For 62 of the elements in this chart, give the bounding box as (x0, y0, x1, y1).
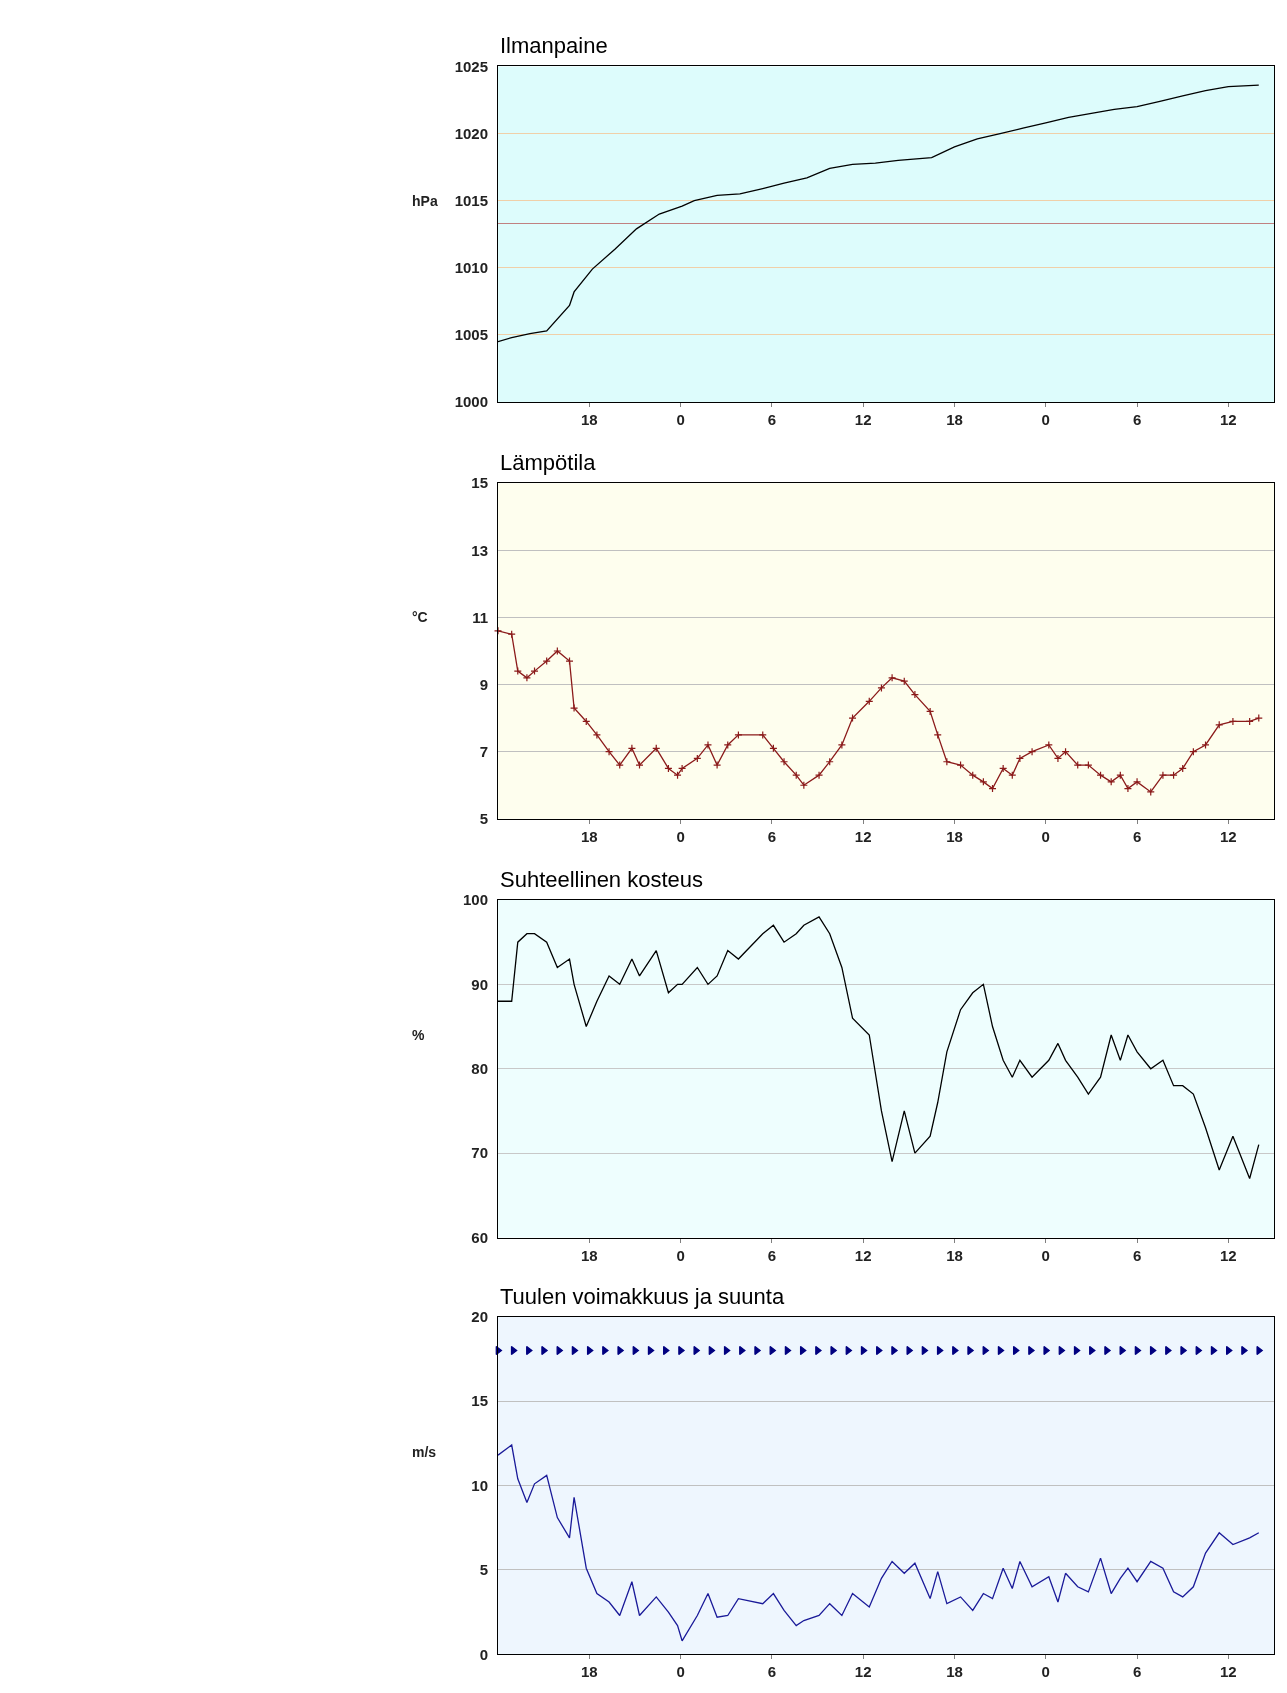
y-tick-label: 80 (471, 1060, 488, 1077)
x-tick-label: 6 (767, 827, 777, 845)
x-tick-label: 6 (767, 411, 777, 429)
y-axis-title: hPa (412, 193, 438, 209)
x-tick-label: 6 (1132, 1246, 1142, 1264)
x-tick-label: 0 (1041, 411, 1050, 429)
y-tick-label: 1015 (454, 191, 488, 209)
y-tick-label: 15 (471, 474, 488, 492)
x-tick-label: 0 (676, 1246, 685, 1264)
x-tick-label: 6 (1132, 1663, 1142, 1681)
y-tick-label: 1010 (454, 259, 488, 277)
y-tick-label: 1020 (454, 124, 488, 142)
x-tick-label: 18 (946, 411, 963, 429)
chart-title: Suhteellinen kosteus (500, 867, 704, 892)
x-tick-label: 18 (580, 1663, 598, 1681)
x-tick-label: 0 (676, 1663, 685, 1681)
y-axis-title: °C (412, 609, 428, 625)
chart-title: Ilmanpaine (500, 33, 608, 58)
chart-title: Lämpötila (500, 450, 597, 475)
x-tick-label: 18 (946, 1246, 963, 1264)
y-tick-label: 60 (471, 1228, 488, 1246)
y-tick-label: 11 (472, 608, 488, 626)
x-tick-label: 0 (676, 411, 685, 429)
y-axis-title: % (412, 1027, 425, 1043)
y-tick-label: 0 (479, 1645, 488, 1663)
y-tick-label: 7 (479, 742, 488, 760)
x-tick-label: 0 (1041, 827, 1050, 845)
y-axis-title: m/s (412, 1444, 437, 1460)
y-tick-label: 1000 (454, 393, 488, 411)
x-tick-label: 0 (676, 827, 685, 845)
y-tick-label: 90 (471, 975, 488, 993)
x-tick-label: 12 (854, 411, 872, 429)
y-tick-label: 9 (479, 675, 488, 693)
y-tick-label: 1005 (454, 326, 488, 344)
y-tick-label: 5 (479, 1561, 488, 1579)
y-tick-label: 100 (462, 891, 488, 909)
x-tick-label: 12 (1220, 827, 1237, 845)
x-tick-label: 6 (767, 1246, 777, 1264)
x-tick-label: 0 (1041, 1663, 1050, 1681)
x-tick-label: 12 (1220, 1663, 1237, 1681)
x-tick-label: 6 (1132, 411, 1142, 429)
y-tick-label: 15 (471, 1392, 488, 1410)
x-tick-label: 12 (1220, 411, 1237, 429)
x-tick-label: 18 (580, 411, 598, 429)
y-tick-label: 70 (471, 1144, 488, 1162)
y-tick-label: 1025 (454, 57, 488, 75)
y-tick-label: 20 (471, 1307, 488, 1325)
y-tick-label: 5 (479, 810, 488, 828)
x-tick-label: 18 (946, 1663, 963, 1681)
x-tick-label: 12 (854, 1663, 872, 1681)
x-tick-label: 18 (580, 827, 598, 845)
x-tick-label: 12 (854, 827, 872, 845)
x-tick-label: 18 (946, 827, 963, 845)
chart-title: Tuulen voimakkuus ja suunta (500, 1284, 785, 1309)
x-tick-label: 6 (1132, 827, 1142, 845)
x-tick-label: 12 (1220, 1246, 1237, 1264)
x-tick-label: 0 (1041, 1246, 1050, 1264)
y-tick-label: 13 (471, 541, 488, 559)
x-tick-label: 12 (854, 1246, 872, 1264)
x-tick-label: 18 (580, 1246, 598, 1264)
y-tick-label: 10 (471, 1476, 488, 1494)
x-tick-label: 6 (767, 1663, 777, 1681)
